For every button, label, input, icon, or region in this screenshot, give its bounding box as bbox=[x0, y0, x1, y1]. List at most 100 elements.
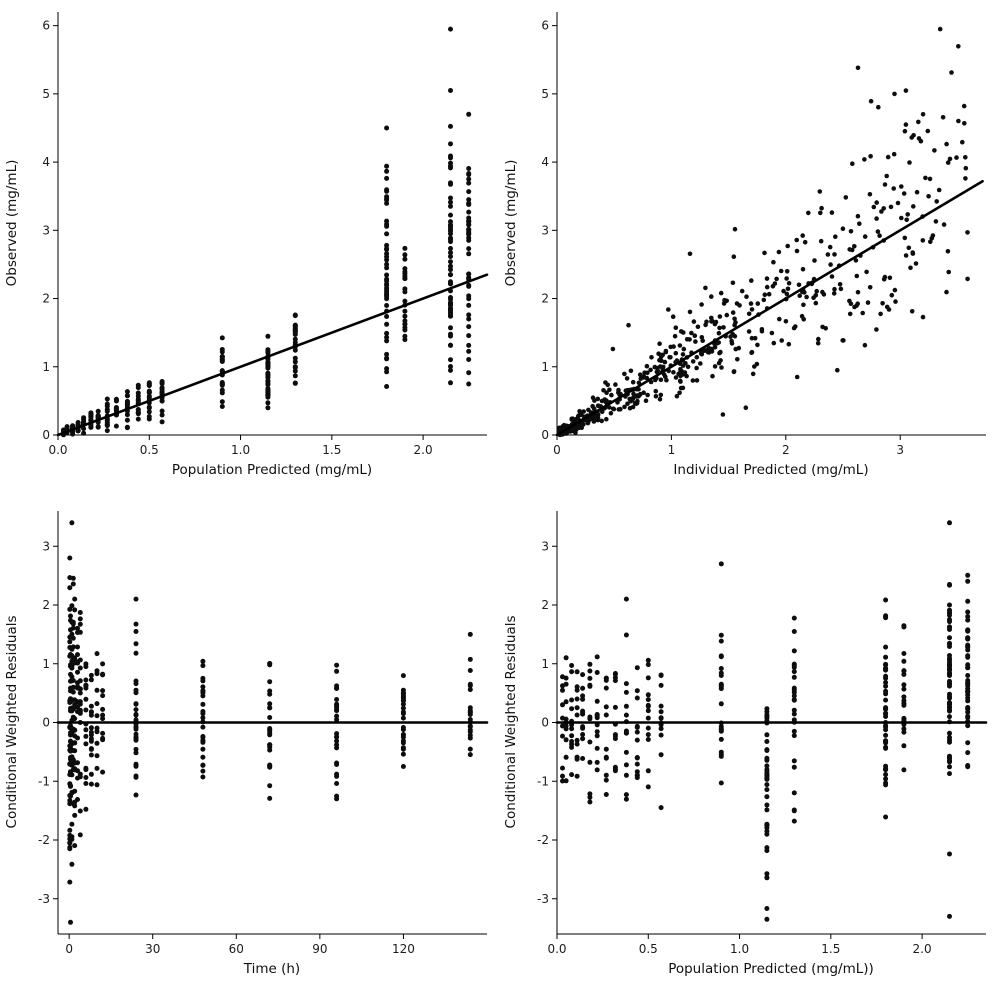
data-point bbox=[466, 316, 472, 322]
data-point bbox=[448, 180, 453, 186]
data-point bbox=[67, 606, 73, 612]
data-point bbox=[384, 351, 390, 357]
data-point bbox=[384, 231, 390, 237]
data-point bbox=[72, 788, 78, 794]
data-point bbox=[448, 250, 453, 256]
data-point bbox=[764, 732, 770, 738]
data-point bbox=[698, 361, 703, 366]
data-point bbox=[68, 783, 73, 789]
data-point bbox=[658, 752, 664, 758]
data-point bbox=[762, 292, 768, 298]
data-point bbox=[133, 621, 139, 627]
data-point bbox=[200, 762, 206, 768]
data-point bbox=[400, 715, 406, 721]
data-point bbox=[200, 658, 206, 664]
data-point bbox=[878, 311, 883, 317]
data-point bbox=[718, 701, 724, 707]
data-point bbox=[671, 370, 676, 375]
data-point bbox=[594, 698, 600, 704]
data-point bbox=[910, 250, 915, 255]
data-point bbox=[673, 350, 679, 356]
data-point bbox=[612, 736, 618, 742]
data-point bbox=[400, 673, 406, 679]
data-point bbox=[334, 731, 340, 737]
data-point bbox=[146, 409, 152, 415]
data-point bbox=[947, 520, 952, 526]
data-point bbox=[645, 725, 651, 731]
data-point bbox=[901, 682, 907, 688]
data-point bbox=[932, 148, 937, 153]
data-point bbox=[764, 845, 770, 851]
data-point bbox=[961, 103, 967, 109]
data-point bbox=[627, 405, 633, 411]
data-point bbox=[563, 675, 569, 681]
data-point bbox=[672, 333, 678, 339]
data-point bbox=[466, 275, 472, 281]
y-axis-label: Conditional Weighted Residuals bbox=[503, 616, 519, 829]
data-point bbox=[100, 730, 106, 736]
data-point bbox=[901, 702, 907, 708]
data-point bbox=[791, 669, 797, 675]
data-point bbox=[668, 355, 673, 360]
data-point bbox=[681, 330, 686, 335]
data-point bbox=[960, 139, 965, 145]
data-point bbox=[384, 254, 390, 260]
data-point bbox=[72, 748, 78, 754]
data-point bbox=[334, 697, 340, 702]
data-point bbox=[334, 742, 340, 748]
data-point bbox=[848, 229, 854, 234]
data-point bbox=[718, 728, 724, 734]
data-point bbox=[791, 733, 797, 739]
data-point bbox=[466, 166, 472, 171]
data-point bbox=[645, 662, 651, 668]
data-point bbox=[764, 875, 770, 881]
data-point bbox=[649, 355, 654, 360]
plot-cwres-vs-population-predicted: 0.0 0.5 1.0 1.5 2.0 -3 -2 -1 0 1 2 3 Population Pre… bbox=[503, 511, 988, 977]
data-point bbox=[746, 329, 752, 334]
data-point bbox=[658, 392, 664, 398]
data-point bbox=[874, 216, 879, 221]
data-point bbox=[934, 199, 939, 204]
data-point bbox=[265, 400, 271, 406]
data-point bbox=[563, 716, 569, 722]
data-point bbox=[292, 322, 298, 328]
y-tick-label: 0 bbox=[42, 428, 50, 442]
data-point bbox=[687, 309, 693, 315]
data-point bbox=[771, 259, 776, 265]
data-point bbox=[334, 760, 340, 766]
data-point bbox=[829, 210, 835, 215]
data-point bbox=[594, 759, 600, 765]
data-point bbox=[653, 394, 659, 399]
data-point bbox=[587, 794, 593, 800]
data-point bbox=[886, 307, 892, 312]
data-point bbox=[67, 585, 73, 591]
data-point bbox=[402, 273, 408, 279]
data-point bbox=[569, 733, 575, 739]
data-point bbox=[466, 176, 472, 182]
data-point bbox=[159, 385, 165, 391]
data-point bbox=[595, 403, 601, 409]
data-point bbox=[901, 694, 907, 700]
data-point bbox=[918, 138, 924, 144]
data-point bbox=[888, 204, 894, 210]
data-point bbox=[634, 772, 640, 778]
data-point bbox=[791, 790, 797, 796]
data-point bbox=[781, 288, 786, 294]
data-point bbox=[594, 654, 600, 660]
data-point bbox=[200, 688, 206, 694]
data-point bbox=[947, 627, 952, 632]
data-point bbox=[448, 307, 453, 313]
data-point bbox=[880, 301, 885, 306]
data-point bbox=[334, 717, 340, 723]
data-point bbox=[94, 729, 100, 734]
data-point bbox=[113, 406, 119, 412]
data-point bbox=[612, 704, 618, 710]
data-point bbox=[574, 712, 580, 718]
data-point bbox=[77, 690, 83, 696]
data-point bbox=[265, 405, 271, 411]
data-point bbox=[200, 715, 206, 721]
data-point bbox=[658, 682, 664, 688]
data-point bbox=[623, 703, 629, 709]
data-point bbox=[645, 697, 651, 703]
data-point bbox=[448, 311, 453, 317]
